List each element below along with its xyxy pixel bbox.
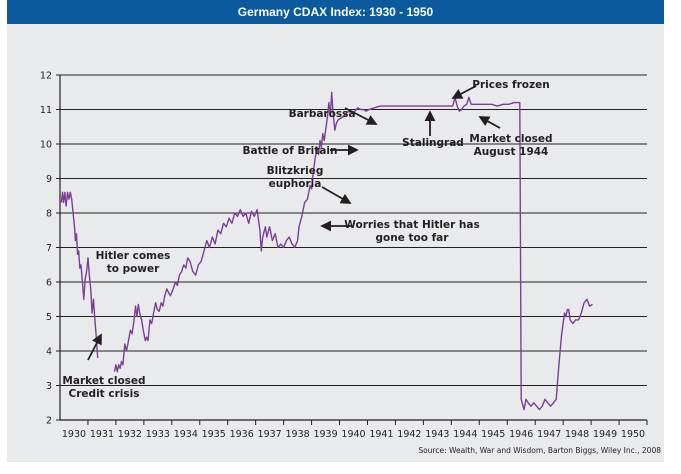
y-tick-label: 5 [46, 312, 52, 323]
x-tick-label: 1930 [62, 429, 86, 440]
annotation-line: Market closed [469, 133, 552, 145]
annotation-arrow [87, 333, 102, 361]
annotation-arrow [344, 107, 378, 125]
annotation-line: Stalingrad [402, 137, 464, 149]
x-tick-label: 1944 [453, 429, 477, 440]
annotation-line: to power [107, 263, 160, 275]
annotation-label: Worries that Hitler has gone too far [344, 219, 479, 244]
gridlines [60, 74, 647, 386]
x-tick-label: 1949 [593, 429, 617, 440]
annotation-label: Barbarossa [289, 108, 356, 120]
series-lines [60, 91, 593, 411]
annotation-line: Worries that Hitler has [344, 219, 479, 231]
x-tick-label: 1950 [621, 429, 645, 440]
chart-title: Germany CDAX Index: 1930 - 1950 [237, 5, 434, 19]
x-tick-label: 1936 [230, 429, 254, 440]
annotation-label: Stalingrad [402, 137, 464, 149]
x-axis-ticks: 1930 1931 1932 1933 1934 1935 1936 1937 1938 1939… [62, 420, 648, 440]
annotation-arrow [451, 85, 477, 99]
series-line-cdax [113, 91, 593, 411]
y-tick-label: 6 [46, 278, 52, 289]
y-tick-label: 3 [46, 381, 52, 392]
annotation-line: Blitzkrieg [267, 165, 324, 177]
annotation-label: Prices frozen [472, 79, 549, 91]
y-tick-label: 8 [46, 209, 52, 220]
y-tick-label: 4 [46, 347, 52, 358]
annotation-line: Hitler comes [96, 250, 171, 262]
x-tick-label: 1942 [397, 429, 421, 440]
x-tick-label: 1935 [202, 429, 226, 440]
annotation-line: Prices frozen [472, 79, 549, 91]
annotation-arrow [478, 116, 501, 129]
y-axis-ticks: 2 3 4 5 6 7 8 9 10 11 12 [40, 71, 60, 427]
x-tick-label: 1948 [565, 429, 589, 440]
annotation-line: gone too far [376, 232, 450, 244]
chart-title-bar: Germany CDAX Index: 1930 - 1950 [7, 0, 664, 24]
source-note: Source: Wealth, War and Wisdom, Barton B… [418, 446, 661, 455]
y-tick-label: 2 [46, 416, 52, 427]
x-tick-label: 1943 [425, 429, 449, 440]
x-tick-label: 1937 [258, 429, 282, 440]
annotation-label: Market closed Credit crisis [62, 375, 145, 400]
annotation-label: Hitler comes to power [96, 250, 171, 275]
annotation-line: Battle of Britain [243, 145, 338, 157]
y-tick-label: 7 [46, 243, 52, 254]
annotation-line: Market closed [62, 375, 145, 387]
y-tick-label: 11 [40, 105, 52, 116]
annotation-line: August 1944 [474, 146, 549, 158]
x-tick-label: 1932 [118, 429, 142, 440]
annotation-line: Credit crisis [69, 388, 140, 400]
x-tick-label: 1941 [369, 429, 393, 440]
x-tick-label: 1945 [481, 429, 505, 440]
annotation-line: Barbarossa [289, 108, 356, 120]
x-tick-label: 1947 [537, 429, 561, 440]
x-tick-label: 1938 [286, 429, 310, 440]
annotation-line: euphoria [269, 178, 322, 190]
y-tick-label: 10 [40, 140, 52, 151]
x-tick-label: 1940 [341, 429, 365, 440]
x-tick-label: 1946 [509, 429, 533, 440]
annotation-label: Blitzkrieg euphoria [267, 165, 324, 190]
y-tick-label: 9 [46, 174, 52, 185]
y-tick-label: 12 [40, 71, 52, 82]
annotation-label: Battle of Britain [243, 145, 338, 157]
chart-panel [7, 24, 664, 462]
x-tick-label: 1939 [313, 429, 337, 440]
annotation-label: Market closed August 1944 [469, 133, 552, 158]
x-tick-label: 1934 [174, 429, 198, 440]
x-tick-label: 1931 [90, 429, 114, 440]
series-line-cdax [60, 191, 99, 358]
x-tick-label: 1933 [146, 429, 170, 440]
annotation-arrow [321, 186, 352, 204]
